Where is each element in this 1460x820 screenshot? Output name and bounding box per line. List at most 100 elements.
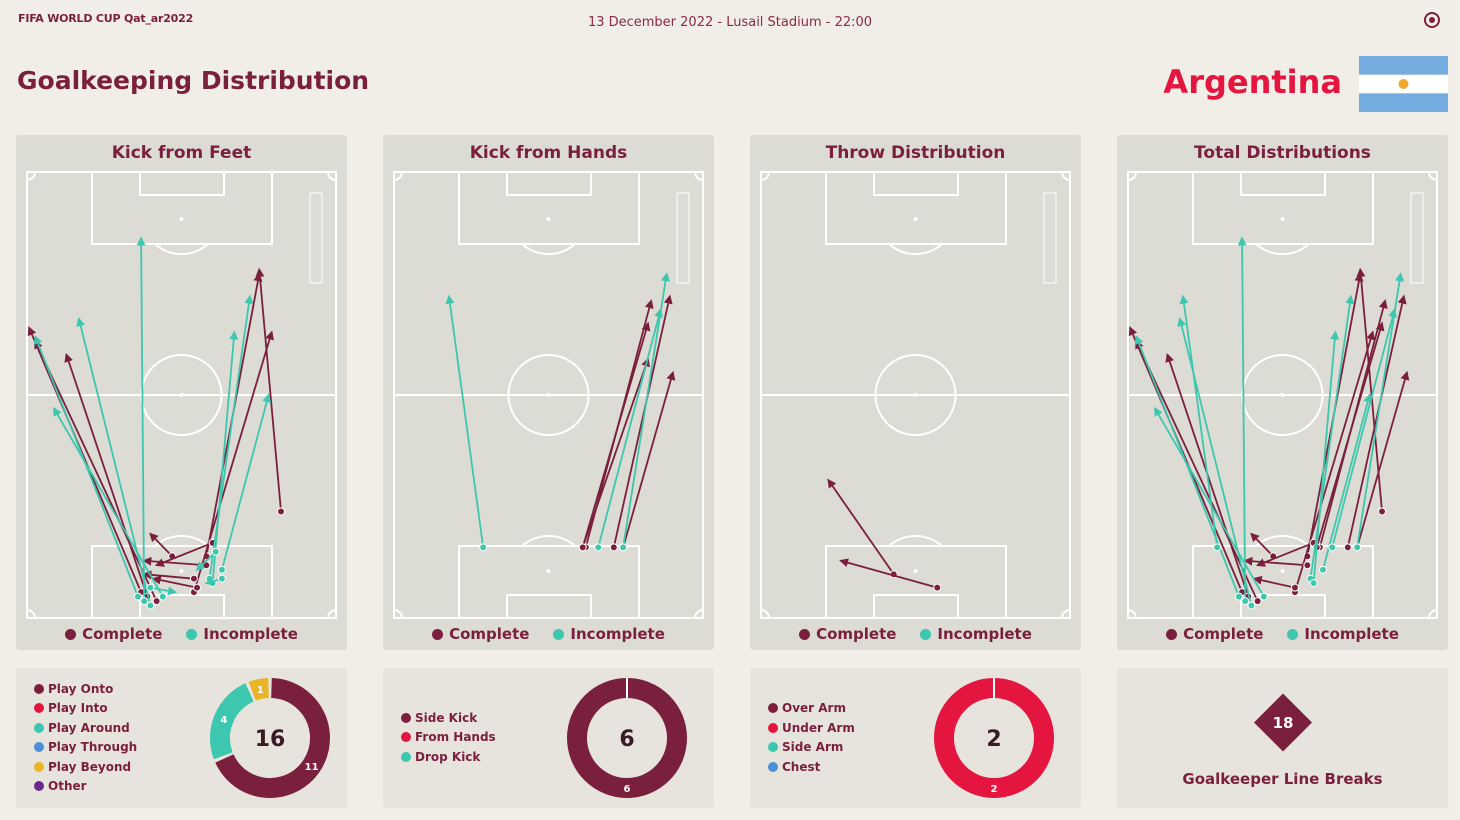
top-penalty-arc — [521, 243, 576, 255]
donut-total-value: 6 — [619, 727, 634, 752]
category-label: Side Kick — [415, 710, 478, 725]
line-breaks-value: 18 — [1273, 714, 1294, 732]
pass-origin-incomplete — [594, 543, 603, 552]
chart-legend: Complete Incomplete — [1117, 625, 1448, 643]
pass-origin-incomplete — [140, 597, 149, 606]
pass-line-complete — [255, 267, 282, 512]
pass-origin-complete — [193, 583, 202, 592]
legend-label: Incomplete — [203, 625, 298, 643]
category-legend-item: Chest — [768, 758, 855, 778]
category-swatch — [401, 751, 411, 762]
legend-label: Complete — [816, 625, 897, 643]
donut-total-value: 16 — [255, 727, 286, 752]
legend-label: Complete — [449, 625, 530, 643]
summary-card: Over Arm Under Arm Side Arm Chest 2 2 — [750, 668, 1081, 808]
pass-line-complete — [622, 370, 676, 548]
pass-line-incomplete — [1309, 294, 1355, 579]
bottom-penalty-arc — [154, 535, 209, 547]
donut-segment-value: 6 — [624, 784, 631, 795]
corner-arc — [694, 609, 704, 619]
donut-segment-play-beyond — [248, 678, 270, 701]
panel-title: Throw Distribution — [825, 143, 1006, 163]
category-legend-item: Other — [34, 777, 137, 797]
pass-line-complete — [1250, 532, 1274, 557]
pass-origin-incomplete — [217, 565, 226, 574]
legend-item-incomplete: Incomplete — [553, 625, 665, 643]
pass-origin-complete — [1290, 583, 1299, 592]
direction-arrow-icon — [309, 192, 323, 284]
donut-segment-play-around — [210, 683, 255, 760]
pass-line-complete — [149, 532, 173, 557]
pitch-map — [760, 171, 1071, 619]
pass-line-complete — [1294, 330, 1375, 593]
category-label: Chest — [782, 759, 821, 774]
pass-origin-incomplete — [1213, 543, 1222, 552]
penalty-spot — [913, 569, 918, 573]
centre-circle — [507, 354, 590, 436]
settings-icon[interactable] — [1424, 12, 1440, 28]
top-penalty-arc — [1255, 243, 1310, 255]
bottom-penalty-box — [458, 545, 640, 619]
pass-line-complete — [34, 339, 158, 602]
bottom-penalty-box — [1192, 545, 1374, 619]
pass-line-complete — [193, 330, 274, 593]
direction-arrow-icon — [1410, 192, 1424, 284]
category-legend-item: Play Beyond — [34, 758, 137, 778]
pass-line-complete — [1135, 339, 1259, 602]
category-legend-item: Play Into — [34, 699, 137, 719]
pass-origin-incomplete — [1241, 597, 1250, 606]
pass-line-incomplete — [136, 236, 146, 602]
legend-swatch — [1166, 629, 1178, 640]
pitch-panel: Kick from Feet Complete Incomplete — [16, 135, 347, 650]
pitch-panel: Throw Distribution Complete Incomplete — [750, 135, 1081, 650]
legend-swatch — [186, 629, 198, 640]
direction-arrow-icon — [1043, 192, 1057, 284]
summary-card: Side Kick From Hands Drop Kick 6 6 — [383, 668, 714, 808]
penalty-spot — [913, 217, 918, 221]
pass-line-incomplete — [1237, 236, 1247, 602]
pass-origin-incomplete — [1234, 592, 1243, 601]
category-swatch — [768, 761, 778, 772]
category-swatch — [401, 712, 411, 723]
category-label: Play Beyond — [48, 759, 132, 774]
pass-origin-incomplete — [211, 547, 220, 556]
bottom-penalty-arc — [888, 535, 943, 547]
category-legend: Side Kick From Hands Drop Kick — [401, 709, 496, 768]
penalty-spot — [546, 569, 551, 573]
pass-origin-incomplete — [1259, 592, 1268, 601]
page-title: Goalkeeping Distribution — [17, 66, 370, 95]
legend-label: Incomplete — [1304, 625, 1399, 643]
category-legend-item: Play Onto — [34, 680, 137, 700]
bottom-goal-box — [506, 594, 592, 619]
pitch-map — [26, 171, 337, 619]
category-label: Under Arm — [782, 720, 855, 735]
centre-circle — [140, 354, 223, 436]
corner-arc — [760, 171, 770, 181]
donut-segment-value: 2 — [991, 784, 998, 795]
pass-line-complete — [151, 575, 198, 589]
category-label: Play Into — [48, 701, 108, 715]
pass-line-incomplete — [1312, 330, 1340, 584]
pass-line-incomplete — [150, 586, 178, 596]
pass-line-complete — [1243, 556, 1308, 567]
top-goal-box — [1240, 171, 1326, 196]
legend-label: Complete — [82, 625, 163, 643]
corner-arc — [1428, 171, 1438, 181]
corner-arc — [694, 171, 704, 181]
pass-origin-complete — [1378, 507, 1387, 516]
pitch-panel: Kick from Hands Complete Incomplete — [383, 135, 714, 650]
pass-origin-incomplete — [479, 543, 488, 552]
pass-line-complete — [64, 352, 149, 597]
category-legend-item: From Hands — [401, 728, 496, 748]
pass-line-complete — [839, 558, 938, 589]
pass-line-complete — [1346, 294, 1407, 548]
category-legend: Over Arm Under Arm Side Arm Chest — [768, 699, 855, 777]
legend-item-complete: Complete — [799, 625, 896, 643]
category-swatch — [34, 683, 44, 694]
donut-segment-value: 11 — [305, 762, 319, 773]
pass-line-incomplete — [76, 317, 152, 606]
corner-arc — [26, 171, 36, 181]
corner-arc — [1428, 609, 1438, 619]
pitch-map — [393, 171, 704, 619]
category-legend-item: Side Arm — [768, 738, 855, 758]
